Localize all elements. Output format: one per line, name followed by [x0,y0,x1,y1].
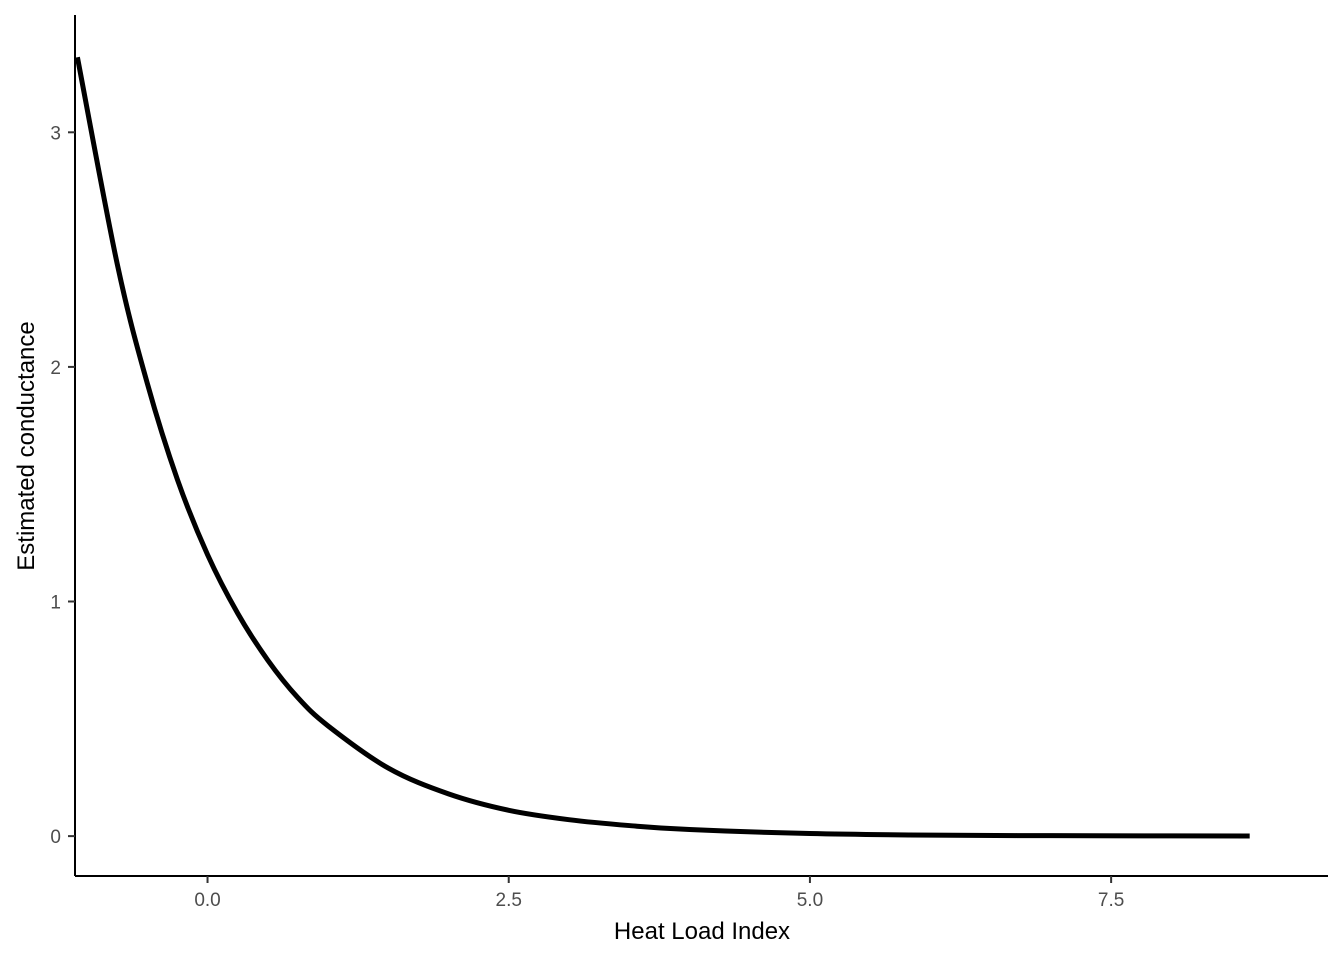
series-line [74,56,1250,839]
y-tick-label: 3 [50,123,61,144]
y-tick-label: 0 [50,827,61,848]
y-ticks: 0 1 2 3 [50,123,75,848]
x-tick-label: 5.0 [797,890,823,911]
y-tick-label: 1 [50,593,61,614]
x-tick-label: 0.0 [194,890,220,911]
x-tick-label: 2.5 [496,890,522,911]
y-axis-title: Estimated conductance [13,321,40,570]
x-tick-label: 7.5 [1098,890,1124,911]
y-tick-label: 2 [50,358,61,379]
x-axis-title: Heat Load Index [614,918,790,945]
series-layer [74,56,1250,839]
x-ticks: 0.0 2.5 5.0 7.5 [194,876,1124,911]
